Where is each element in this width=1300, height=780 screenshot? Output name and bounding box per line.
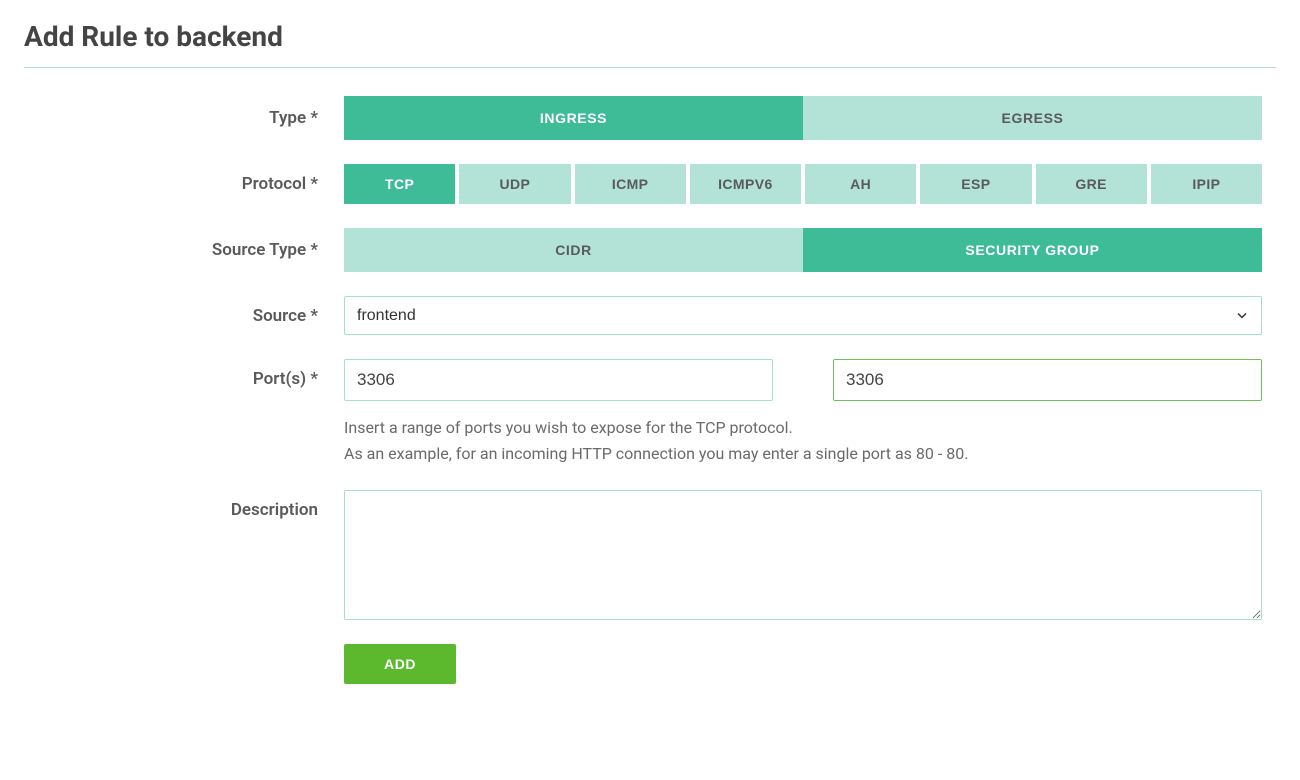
protocol-option-ah[interactable]: AH — [805, 164, 916, 204]
source-select[interactable]: frontend — [344, 296, 1262, 335]
row-type: Type * INGRESS EGRESS — [24, 96, 1276, 140]
ports-help-line-1: Insert a range of ports you wish to expo… — [344, 415, 1262, 441]
label-description: Description — [24, 490, 344, 520]
control-source: frontend — [344, 296, 1262, 335]
ports-help-line-2: As an example, for an incoming HTTP conn… — [344, 441, 1262, 467]
protocol-option-gre[interactable]: GRE — [1036, 164, 1147, 204]
protocol-toggle-group: TCP UDP ICMP ICMPV6 AH ESP GRE IPIP — [344, 164, 1262, 204]
row-source-type: Source Type * CIDR SECURITY GROUP — [24, 228, 1276, 272]
protocol-option-tcp[interactable]: TCP — [344, 164, 455, 204]
control-type: INGRESS EGRESS — [344, 96, 1262, 140]
control-description — [344, 490, 1262, 620]
title-divider — [24, 67, 1276, 68]
source-type-option-cidr[interactable]: CIDR — [344, 228, 803, 272]
protocol-option-esp[interactable]: ESP — [920, 164, 1031, 204]
protocol-option-ipip[interactable]: IPIP — [1151, 164, 1262, 204]
row-ports: Port(s) * Insert a range of ports you wi… — [24, 359, 1276, 466]
protocol-option-udp[interactable]: UDP — [459, 164, 570, 204]
row-submit: ADD — [24, 644, 1276, 684]
source-select-wrapper: frontend — [344, 296, 1262, 335]
row-description: Description — [24, 490, 1276, 620]
protocol-option-icmp[interactable]: ICMP — [575, 164, 686, 204]
type-option-ingress[interactable]: INGRESS — [344, 96, 803, 140]
label-source-type: Source Type * — [24, 228, 344, 260]
label-ports: Port(s) * — [24, 359, 344, 389]
protocol-option-icmpv6[interactable]: ICMPV6 — [690, 164, 801, 204]
ports-input-row — [344, 359, 1262, 401]
label-protocol: Protocol * — [24, 164, 344, 194]
row-source: Source * frontend — [24, 296, 1276, 335]
control-protocol: TCP UDP ICMP ICMPV6 AH ESP GRE IPIP — [344, 164, 1262, 204]
type-option-egress[interactable]: EGRESS — [803, 96, 1262, 140]
page-title: Add Rule to backend — [24, 20, 1276, 53]
description-textarea[interactable] — [344, 490, 1262, 620]
label-type: Type * — [24, 96, 344, 128]
label-spacer — [24, 644, 344, 654]
port-to-input[interactable] — [833, 359, 1262, 401]
add-button[interactable]: ADD — [344, 644, 456, 684]
row-protocol: Protocol * TCP UDP ICMP ICMPV6 AH ESP GR… — [24, 164, 1276, 204]
label-source: Source * — [24, 296, 344, 326]
source-type-toggle-group: CIDR SECURITY GROUP — [344, 228, 1262, 272]
ports-help-text: Insert a range of ports you wish to expo… — [344, 415, 1262, 466]
control-ports: Insert a range of ports you wish to expo… — [344, 359, 1262, 466]
source-type-option-security-group[interactable]: SECURITY GROUP — [803, 228, 1262, 272]
control-submit: ADD — [344, 644, 1262, 684]
control-source-type: CIDR SECURITY GROUP — [344, 228, 1262, 272]
type-toggle-group: INGRESS EGRESS — [344, 96, 1262, 140]
port-from-input[interactable] — [344, 359, 773, 401]
